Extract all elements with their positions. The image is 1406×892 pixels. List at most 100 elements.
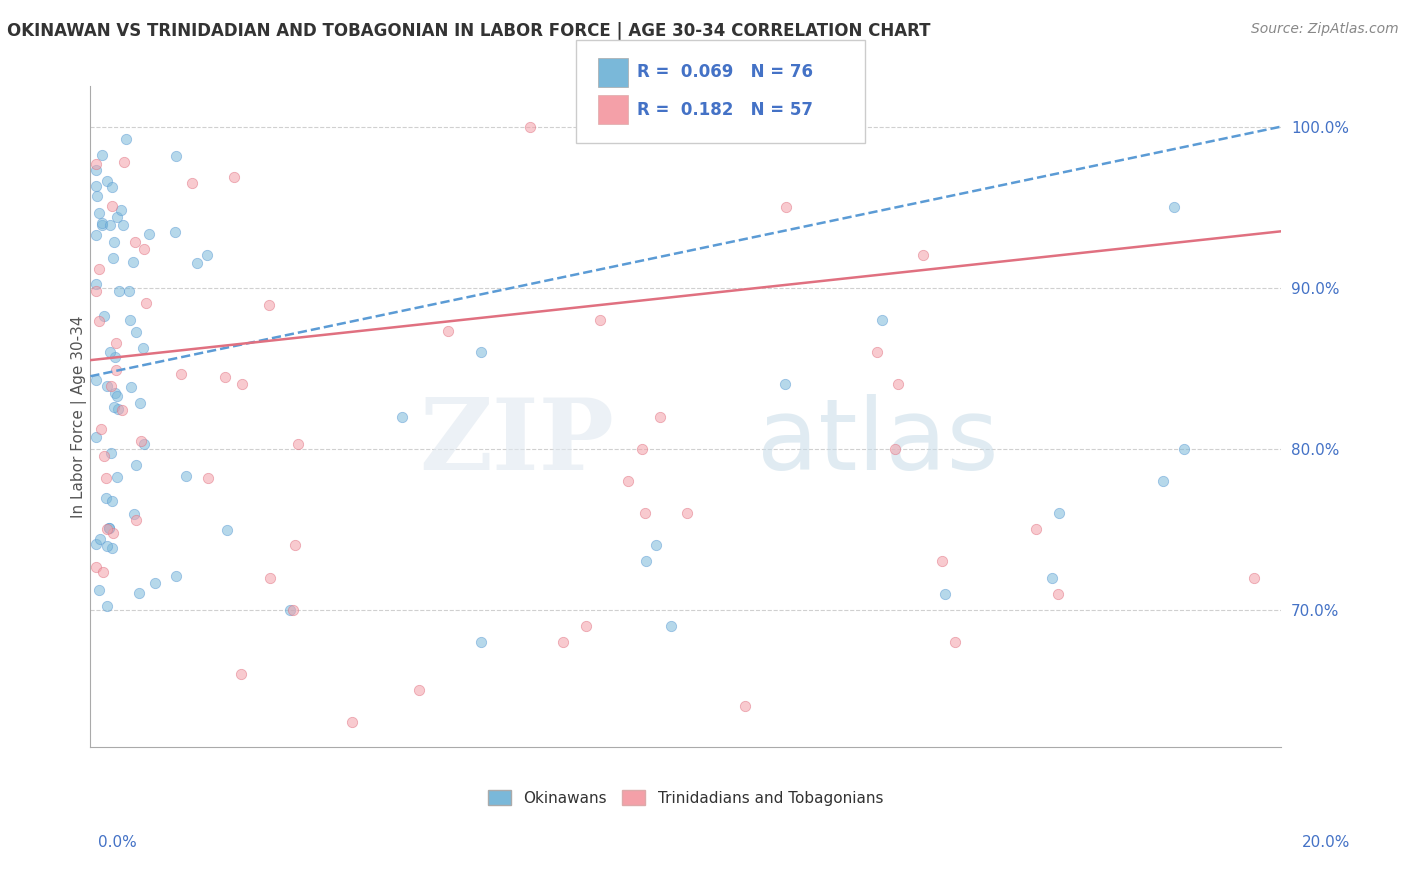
Point — [636, 554, 658, 568]
Point — [883, 442, 905, 456]
Point — [1025, 522, 1047, 536]
Point — [111, 403, 134, 417]
Point — [93, 565, 115, 579]
Point — [125, 325, 148, 339]
Y-axis label: In Labor Force | Age 30-34: In Labor Force | Age 30-34 — [72, 315, 87, 517]
Point — [229, 667, 252, 681]
Point — [1173, 442, 1195, 456]
Point — [165, 569, 187, 583]
Point — [93, 450, 115, 464]
Point — [117, 285, 139, 299]
Point — [470, 345, 492, 359]
Point — [103, 526, 125, 541]
Point — [630, 442, 652, 456]
Point — [87, 314, 110, 328]
Point — [84, 430, 107, 444]
Point — [90, 422, 112, 436]
Text: R =  0.069   N = 76: R = 0.069 N = 76 — [637, 63, 813, 81]
Point — [98, 521, 121, 535]
Point — [408, 683, 430, 698]
Point — [174, 469, 197, 483]
Point — [120, 380, 142, 394]
Point — [125, 458, 148, 472]
Point — [138, 227, 160, 241]
Point — [283, 603, 305, 617]
Point — [98, 345, 121, 359]
Point — [103, 400, 125, 414]
Point — [107, 402, 129, 417]
Point — [143, 576, 166, 591]
Point — [870, 313, 893, 327]
Point — [90, 218, 112, 232]
Point — [181, 176, 204, 190]
Text: R =  0.182   N = 57: R = 0.182 N = 57 — [637, 101, 813, 119]
Point — [1040, 570, 1063, 584]
Point — [284, 538, 307, 552]
Text: 20.0%: 20.0% — [1302, 836, 1350, 850]
Point — [84, 228, 107, 243]
Point — [231, 377, 253, 392]
Point — [96, 539, 118, 553]
Point — [105, 389, 128, 403]
Point — [551, 635, 574, 649]
Point — [90, 147, 112, 161]
Point — [84, 559, 107, 574]
Point — [105, 210, 128, 224]
Point — [112, 218, 135, 232]
Point — [105, 363, 128, 377]
Point — [943, 635, 966, 649]
Point — [931, 554, 953, 568]
Point — [101, 541, 124, 555]
Point — [589, 313, 612, 327]
Point — [1243, 570, 1265, 584]
Point — [934, 587, 956, 601]
Text: atlas: atlas — [758, 394, 998, 491]
Point — [134, 437, 156, 451]
Point — [115, 131, 138, 145]
Point — [96, 174, 118, 188]
Point — [124, 508, 146, 522]
Point — [118, 313, 141, 327]
Point — [124, 235, 146, 250]
Point — [129, 434, 152, 448]
Point — [122, 255, 145, 269]
Point — [98, 218, 121, 232]
Point — [391, 409, 413, 424]
Text: OKINAWAN VS TRINIDADIAN AND TOBAGONIAN IN LABOR FORCE | AGE 30-34 CORRELATION CH: OKINAWAN VS TRINIDADIAN AND TOBAGONIAN I… — [7, 22, 931, 40]
Text: Source: ZipAtlas.com: Source: ZipAtlas.com — [1251, 22, 1399, 37]
Point — [340, 715, 363, 730]
Point — [163, 225, 186, 239]
Point — [125, 513, 148, 527]
Legend: Okinawans, Trinidadians and Tobagonians: Okinawans, Trinidadians and Tobagonians — [482, 783, 889, 812]
Point — [257, 298, 280, 312]
Point — [129, 396, 152, 410]
Point — [215, 523, 238, 537]
Point — [87, 206, 110, 220]
Point — [94, 491, 117, 506]
Point — [110, 202, 132, 217]
Point — [101, 251, 124, 265]
Point — [214, 370, 236, 384]
Point — [101, 199, 124, 213]
Point — [107, 285, 129, 299]
Point — [287, 437, 309, 451]
Point — [104, 351, 127, 365]
Point — [519, 120, 541, 134]
Point — [87, 261, 110, 276]
Point — [96, 599, 118, 614]
Point — [96, 379, 118, 393]
Point — [84, 536, 107, 550]
Point — [575, 619, 598, 633]
Point — [887, 377, 910, 392]
Point — [1047, 506, 1070, 520]
Point — [197, 471, 219, 485]
Point — [280, 603, 302, 617]
Text: ZIP: ZIP — [419, 394, 614, 491]
Point — [105, 335, 128, 350]
Point — [1152, 474, 1174, 488]
Point — [100, 378, 122, 392]
Point — [911, 248, 934, 262]
Point — [87, 583, 110, 598]
Point — [112, 155, 135, 169]
Point — [101, 179, 124, 194]
